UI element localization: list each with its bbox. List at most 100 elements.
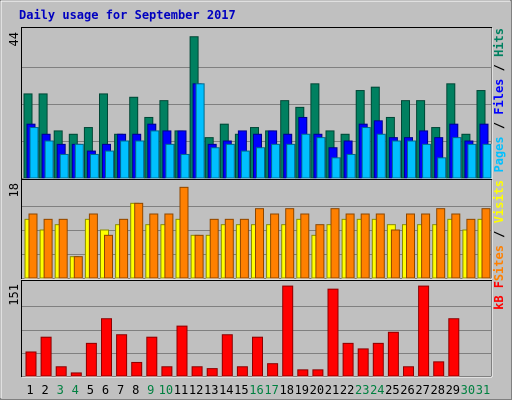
pages-bar: [89, 153, 99, 179]
x-tick-label: 3: [57, 383, 64, 397]
x-tick-label: 23: [355, 383, 369, 397]
pages-bar: [240, 150, 250, 179]
hits-panel: 44 Pages / Files / Hits: [7, 27, 506, 180]
pages-bar: [316, 137, 326, 179]
ylabel-sites: Sites: [492, 245, 506, 281]
kbytes-bars: [25, 285, 460, 377]
kbytes-bar: [387, 331, 399, 377]
pages-bar: [44, 140, 54, 179]
kbytes-ymax-label: 151: [7, 284, 21, 306]
kbytes-bar: [327, 288, 339, 377]
kbytes-bar: [131, 361, 143, 377]
sites-bar: [58, 218, 68, 279]
sites-bar: [421, 213, 431, 279]
pages-bar: [301, 133, 311, 179]
x-tick-label: 10: [159, 383, 173, 397]
pages-bar: [150, 130, 160, 179]
x-axis-labels: 1 2 3 4 5 6 7 8 9 10 11 12 13 14 15 16 17 18 19 20 21 22 23 24 2…: [26, 383, 490, 397]
sites-bar: [436, 208, 446, 279]
kbytes-panel: 151 kB F: [7, 280, 506, 378]
ylabel-pages: Pages: [492, 136, 506, 172]
pages-bar: [210, 147, 220, 179]
kbytes-bar: [267, 363, 279, 377]
kbytes-bar: [282, 285, 294, 377]
sites-bar: [451, 213, 461, 279]
x-tick-label: 7: [117, 383, 124, 397]
pages-bar: [29, 127, 39, 179]
pages-bar: [331, 157, 341, 179]
hits-bars: [23, 36, 492, 179]
kbytes-bar: [252, 336, 263, 377]
visits-bars: [24, 186, 491, 279]
sites-bar: [194, 234, 204, 279]
sites-bar: [255, 208, 264, 279]
pages-bar: [346, 153, 356, 179]
ylabel-sep-3: /: [492, 223, 506, 245]
kbytes-bar: [191, 366, 203, 377]
kbytes-bar: [116, 334, 128, 377]
pages-bar: [361, 127, 371, 179]
pages-bar: [286, 143, 296, 179]
x-tick-label: 6: [102, 383, 109, 397]
kbytes-bar: [146, 336, 158, 377]
pages-bar: [256, 147, 265, 179]
x-tick-label: 19: [295, 383, 309, 397]
sites-bar: [134, 202, 144, 279]
kbytes-bar: [161, 366, 173, 377]
x-tick-label: 1: [26, 383, 33, 397]
x-tick-label: 22: [340, 383, 354, 397]
pages-bar: [59, 153, 69, 179]
visits-ylabel: Sites / Visits: [492, 180, 506, 281]
pages-bar: [482, 143, 492, 179]
ylabel-kbytes: kB F: [492, 281, 506, 310]
sites-bar: [149, 213, 159, 279]
pages-bar: [376, 133, 386, 179]
kbytes-bar: [342, 342, 354, 377]
ylabel-sep-1: /: [492, 115, 506, 137]
sites-bar: [73, 256, 83, 279]
kbytes-bar: [372, 342, 384, 377]
ylabel-hits: Hits: [492, 28, 506, 57]
x-tick-label: 31: [476, 383, 490, 397]
pages-bar: [74, 143, 84, 179]
x-tick-label: 8: [132, 383, 139, 397]
sites-bar: [345, 213, 355, 279]
ylabel-visits: Visits: [492, 180, 506, 223]
sites-bar: [43, 218, 53, 279]
x-tick-label: 27: [415, 383, 429, 397]
kbytes-bar: [433, 361, 445, 377]
pages-bar: [422, 143, 432, 179]
sites-bar: [406, 213, 415, 279]
visits-ymax-label: 18: [7, 183, 21, 197]
x-tick-label: 13: [204, 383, 218, 397]
kbytes-bar: [418, 285, 430, 377]
sites-bar: [28, 213, 38, 279]
x-tick-label: 21: [325, 383, 339, 397]
x-tick-label: 29: [446, 383, 460, 397]
sites-bar: [390, 229, 400, 279]
pages-bar: [180, 153, 190, 179]
pages-bar: [120, 140, 130, 179]
sites-bar: [330, 208, 340, 279]
x-tick-label: 17: [264, 383, 278, 397]
sites-bar: [270, 213, 280, 279]
sites-bar: [285, 208, 295, 279]
kbytes-bar: [176, 325, 188, 377]
kbytes-ylabel: kB F: [492, 281, 506, 310]
x-tick-label: 28: [430, 383, 444, 397]
sites-bar: [300, 213, 310, 279]
x-tick-label: 11: [174, 383, 188, 397]
sites-bar: [360, 213, 370, 279]
x-tick-label: 2: [41, 383, 48, 397]
x-tick-label: 9: [147, 383, 154, 397]
sites-bar: [239, 218, 249, 279]
x-tick-label: 5: [87, 383, 94, 397]
sites-bar: [224, 218, 234, 279]
x-tick-label: 14: [219, 383, 233, 397]
sites-bar: [88, 213, 98, 279]
kbytes-bar: [85, 342, 97, 377]
x-tick-label: 30: [461, 383, 475, 397]
pages-bar: [452, 137, 462, 179]
kbytes-bar: [206, 368, 218, 377]
x-tick-label: 18: [279, 383, 293, 397]
